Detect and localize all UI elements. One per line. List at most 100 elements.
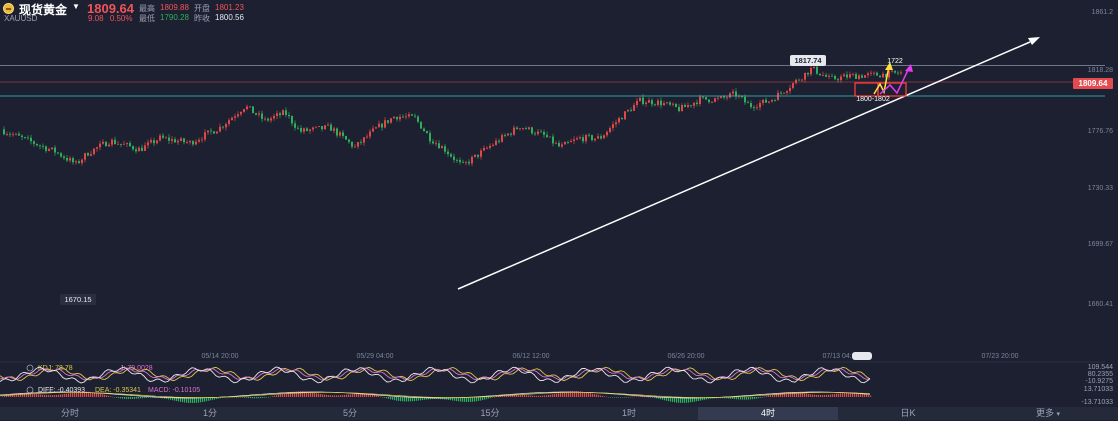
macd-bar	[822, 395, 824, 397]
candle	[315, 126, 317, 129]
macd-bar	[724, 397, 726, 399]
chevron-down-icon[interactable]: ▼	[72, 2, 80, 11]
macd-bar	[74, 392, 76, 397]
macd-bar	[850, 392, 852, 397]
trend-arrow-icon	[1028, 37, 1040, 45]
crosshair-marker[interactable]	[852, 352, 872, 360]
macd-bar	[172, 397, 174, 401]
macd-bar	[4, 395, 6, 397]
tab-5min[interactable]: 5分	[342, 408, 357, 418]
macd-bar	[394, 397, 396, 401]
candle	[552, 133, 554, 147]
macd-bar	[88, 391, 90, 397]
macd-bar	[658, 397, 660, 399]
candle	[231, 116, 233, 121]
macd-bar	[288, 392, 290, 397]
candle	[666, 101, 668, 105]
magenta-path	[879, 67, 910, 95]
candle	[348, 138, 350, 144]
macd-bar	[668, 397, 670, 402]
macd-bar	[304, 391, 306, 397]
tab-timeshare[interactable]: 分时	[60, 408, 79, 418]
high-callout	[790, 55, 826, 66]
candle	[33, 140, 35, 147]
candle	[807, 72, 809, 77]
macd-bar	[694, 397, 696, 402]
candle	[324, 124, 326, 130]
macd-bar	[648, 396, 650, 398]
candle	[474, 154, 476, 158]
candle	[141, 144, 143, 152]
macd-bar	[334, 395, 336, 397]
candle	[573, 136, 575, 144]
macd-bar	[364, 393, 366, 397]
prev-close-value: 1800.56	[215, 13, 244, 22]
candle	[603, 134, 605, 139]
tab-more[interactable]: 更多 ▾	[978, 407, 1118, 420]
macd-bar	[178, 397, 180, 402]
candle	[393, 116, 395, 119]
macd-bar	[660, 397, 662, 400]
candle	[732, 89, 734, 97]
macd-bar	[632, 396, 634, 398]
macd-bar	[780, 392, 782, 397]
candle	[861, 73, 863, 79]
candle	[681, 103, 683, 112]
candle	[126, 142, 128, 148]
candle	[657, 98, 659, 108]
macd-bar	[774, 394, 776, 397]
low-label: 最低	[139, 14, 155, 23]
tab-1hour[interactable]: 1时	[621, 408, 636, 418]
candle	[528, 126, 530, 131]
macd-bar	[348, 394, 350, 397]
macd-bar	[592, 393, 594, 397]
instrument-name[interactable]: 现货黄金	[19, 3, 68, 17]
candle	[810, 65, 812, 77]
macd-bar	[678, 397, 680, 403]
macd-bar	[496, 396, 498, 397]
candle	[333, 126, 335, 134]
macd-bar	[538, 395, 540, 397]
macd-bar	[778, 393, 780, 397]
candle	[306, 127, 308, 132]
macd-bar	[832, 394, 834, 397]
candle	[102, 139, 104, 145]
macd-bar	[586, 392, 588, 397]
macd-bar	[276, 395, 278, 397]
tab-1min[interactable]: 1分	[202, 408, 217, 418]
macd-bar	[400, 397, 402, 402]
macd-bar	[704, 397, 706, 400]
high-label: 最高	[139, 4, 155, 13]
candle	[576, 136, 578, 141]
macd-bar	[196, 397, 198, 403]
candle	[483, 145, 485, 152]
x-tick-label: 07/13 04:00	[823, 353, 860, 360]
candle	[291, 115, 293, 127]
candle	[39, 144, 41, 150]
tab-daily[interactable]: 日K	[900, 408, 916, 418]
candle	[42, 143, 44, 150]
candle	[96, 146, 98, 152]
macd-bar	[26, 393, 28, 397]
candle	[369, 128, 371, 140]
candle	[831, 73, 833, 77]
settings-icon[interactable]	[26, 364, 34, 372]
macd-bar	[134, 397, 136, 399]
macd-bar	[360, 393, 362, 397]
tab-15min[interactable]: 15分	[480, 408, 500, 418]
candle	[813, 66, 815, 69]
candle	[294, 120, 296, 131]
macd-bar	[494, 396, 496, 398]
candle	[66, 155, 68, 163]
tab-4hour[interactable]: 4时	[698, 407, 838, 420]
candle	[660, 97, 662, 109]
macd-bar	[526, 395, 528, 397]
price-chart[interactable]: 1809.64 1817.74 1670.15 1800-1802 1722 1861.…	[0, 0, 1118, 407]
candle	[468, 159, 470, 166]
candle	[501, 133, 503, 143]
candle	[519, 128, 521, 131]
macd-bar	[414, 397, 416, 402]
candle	[792, 82, 794, 90]
settings-icon[interactable]	[26, 386, 34, 394]
candle	[99, 140, 101, 151]
